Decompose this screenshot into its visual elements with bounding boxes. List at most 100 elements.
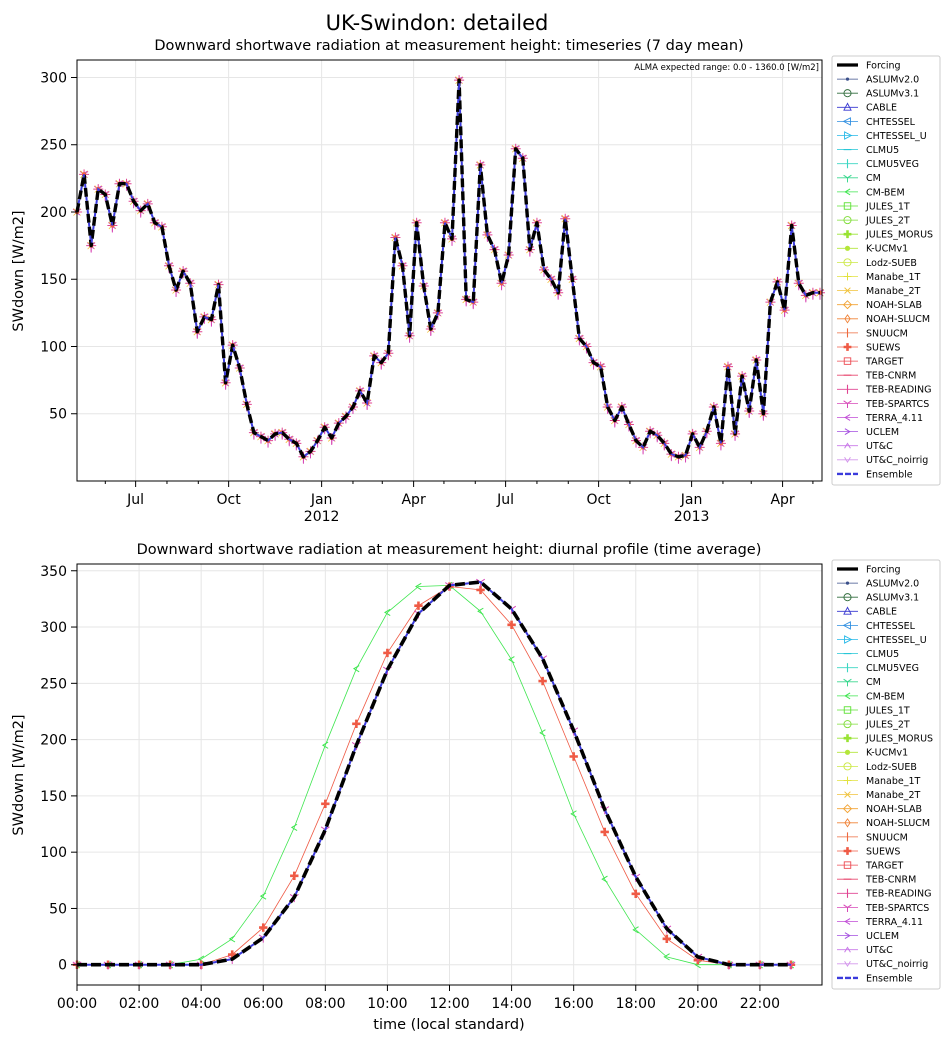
legend-item-forcing: Forcing — [837, 564, 901, 575]
legend-marker — [843, 720, 852, 729]
legend-item-suews: SUEWS — [837, 846, 900, 857]
legend-label: TEB-CNRM — [865, 371, 916, 382]
diurnal-panel: Downward shortwave radiation at measurem… — [11, 542, 941, 1033]
legend-item-jules-2t: JULES_2T — [837, 720, 910, 731]
legend-label: CABLE — [866, 607, 897, 618]
legend-label: K-UCMv1 — [866, 244, 908, 255]
timeseries-title: Downward shortwave radiation at measurem… — [154, 38, 743, 54]
x-tick-label: 00:00 — [57, 996, 97, 1012]
point-suews — [352, 719, 361, 729]
legend-marker — [844, 749, 851, 755]
point-cm-bem — [477, 607, 484, 615]
legend-marker — [843, 174, 852, 183]
legend-item-noah-slucm: NOAH-SLUCM — [837, 314, 930, 325]
legend-label: TARGET — [865, 357, 904, 368]
legend-marker — [843, 904, 852, 912]
point-suews — [600, 827, 609, 837]
legend-label: CM-BEM — [866, 187, 905, 198]
x-tick-label: 14:00 — [491, 996, 531, 1012]
legend-marker — [843, 861, 852, 869]
legend-label: CABLE — [866, 103, 897, 114]
legend-item-terra-4-11: TERRA_4.11 — [837, 413, 923, 424]
legend-marker — [843, 89, 852, 98]
legend-label: CHTESSEL — [866, 117, 916, 128]
legend-marker — [844, 245, 851, 251]
legend-item-cm-bem: CM-BEM — [837, 187, 905, 198]
point-cm-bem — [601, 875, 608, 883]
y-tick-label: 0 — [58, 958, 67, 974]
legend-label: TEB-READING — [865, 385, 931, 396]
point-cm-bem — [383, 608, 391, 616]
legend-marker — [844, 456, 851, 464]
legend-label: TEB-SPARTCS — [865, 903, 929, 914]
timeseries-legend: Forcing ASLUMv2.0 ASLUMv3.1 CABLE CHTESSEL CH… — [831, 55, 941, 486]
legend-label: UT&C_noirrig — [866, 959, 928, 970]
diurnal-y-ticks: 0 50 100 150 200 250 300 350 — [40, 564, 77, 974]
legend-marker — [845, 77, 850, 81]
series-ensemble — [77, 580, 791, 966]
diurnal-grid — [76, 564, 822, 985]
legend-label: Lodz-SUEB — [866, 258, 917, 269]
point-suews — [507, 620, 516, 629]
x-tick-label: 18:00 — [616, 996, 656, 1012]
legend-marker — [843, 593, 852, 602]
legend-marker — [844, 692, 851, 700]
legend-marker — [842, 300, 853, 310]
legend-marker — [843, 272, 852, 281]
legend-marker — [842, 117, 851, 126]
series-line-cm-bem — [77, 584, 791, 966]
legend-item-chtessel: CHTESSEL — [837, 621, 916, 632]
point-suews — [290, 871, 299, 881]
legend-item-noah-slab: NOAH-SLAB — [837, 804, 922, 815]
y-tick-label: 150 — [40, 789, 67, 805]
legend-marker — [843, 230, 852, 239]
timeseries-panel: Downward shortwave radiation at measurem… — [11, 38, 941, 525]
diurnal-legend: Forcing ASLUMv2.0 ASLUMv3.1 CABLE CHTESSEL CH… — [831, 559, 941, 990]
legend-marker — [843, 776, 852, 785]
legend-item-ensemble: Ensemble — [837, 469, 913, 480]
legend-label: ASLUMv2.0 — [866, 75, 919, 86]
diurnal-y-label: SWdown [W/m2] — [11, 714, 27, 835]
legend-item-teb-reading: TEB-READING — [837, 385, 931, 396]
legend-marker — [842, 621, 851, 630]
legend-item-teb-reading: TEB-READING — [837, 889, 931, 900]
point-cm-bem — [570, 810, 577, 818]
legend-label: CLMU5VEG — [866, 159, 919, 170]
legend-marker — [842, 804, 853, 814]
legend-label: UT&C — [866, 945, 893, 956]
x-tick-label: 20:00 — [678, 996, 718, 1012]
legend-marker — [844, 635, 853, 644]
legend-label: SNUUCM — [866, 328, 908, 339]
x-tick-label: 08:00 — [305, 996, 345, 1012]
legend-marker — [843, 258, 852, 267]
legend-label: UT&C — [866, 441, 893, 452]
alma-range-note: ALMA expected range: 0.0 - 1360.0 [W/m2] — [634, 63, 819, 73]
legend-item-lodz-sueb: Lodz-SUEB — [837, 258, 917, 269]
legend-label: TEB-CNRM — [865, 875, 916, 886]
point-cm-bem — [290, 823, 298, 831]
legend-item-snuucm: SNUUCM — [837, 328, 908, 339]
point-cm-bem — [352, 665, 360, 673]
legend-label: NOAH-SLUCM — [866, 818, 930, 829]
y-tick-label: 100 — [40, 845, 67, 861]
legend-item-cm: CM — [837, 173, 881, 184]
legend-label: Lodz-SUEB — [866, 762, 917, 773]
legend-item-terra-4-11: TERRA_4.11 — [837, 917, 923, 928]
x-tick-label: 10:00 — [367, 996, 407, 1012]
legend-label: CLMU5VEG — [866, 663, 919, 674]
legend-item-clmu5: CLMU5 — [837, 649, 899, 660]
y-tick-label: 250 — [40, 138, 67, 154]
legend-marker — [844, 428, 851, 435]
legend-label: CHTESSEL_U — [866, 635, 927, 646]
legend-label: CLMU5 — [866, 145, 899, 156]
x-tick-year-label: 2012 — [304, 509, 340, 525]
series-forcing — [75, 78, 820, 459]
diurnal-x-label: time (local standard) — [373, 1017, 524, 1033]
x-tick-label: 16:00 — [553, 996, 593, 1012]
point-suews — [259, 923, 268, 932]
legend-marker — [844, 932, 851, 939]
legend-label: TEB-SPARTCS — [865, 399, 929, 410]
legend-item-forcing: Forcing — [837, 60, 901, 71]
legend-label: ASLUMv2.0 — [866, 579, 919, 590]
legend-label: JULES_1T — [865, 705, 910, 716]
